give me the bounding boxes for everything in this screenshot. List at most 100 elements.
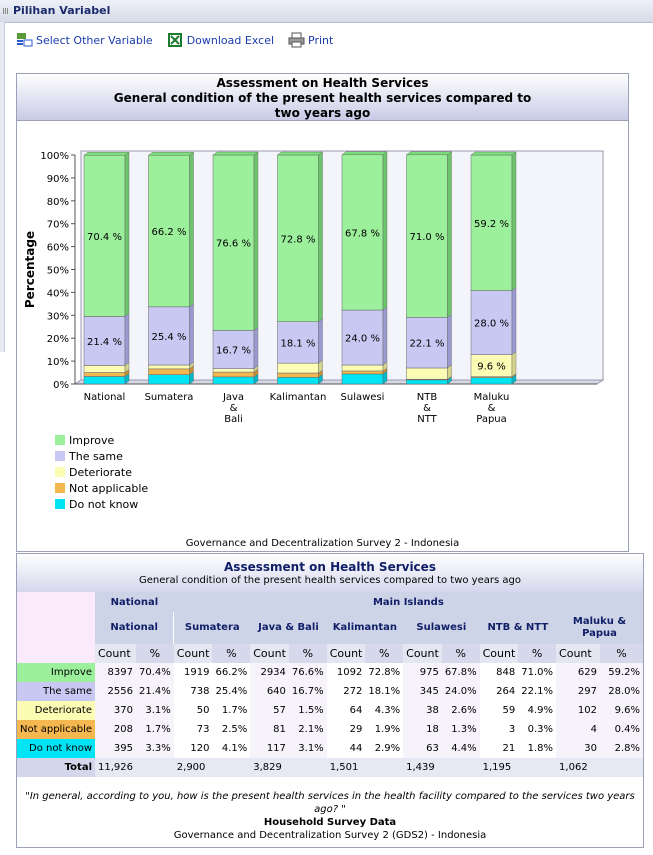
count-header: Count: [173, 644, 213, 663]
count-cell: 81: [250, 720, 289, 739]
bar-side: [511, 151, 517, 291]
row-label: Not applicable: [17, 720, 95, 739]
bar-segment: [341, 370, 384, 375]
data-table: National Main Islands National Sumatera Java…: [17, 592, 643, 777]
count-cell: 2556: [95, 682, 136, 701]
select-variable-link[interactable]: Select Other Variable: [16, 32, 153, 48]
count-cell: 73: [173, 720, 213, 739]
percent-cell: 0.3%: [518, 720, 557, 739]
percent-header: %: [600, 644, 643, 663]
legend-label: Do not know: [69, 497, 139, 511]
data-label: 24.0 %: [345, 334, 380, 345]
percent-cell: 59.2%: [600, 663, 643, 682]
category-label: NTT: [417, 414, 437, 425]
bar-top: [83, 152, 130, 156]
count-cell: 44: [326, 739, 366, 758]
bar-top: [341, 151, 388, 155]
legend-swatch: [55, 451, 65, 461]
count-cell: 370: [95, 701, 136, 720]
y-tick-label: 80%: [47, 197, 69, 208]
legend-item: Not applicable: [55, 480, 148, 496]
total-label: Total: [17, 758, 95, 777]
bar-side: [511, 351, 517, 378]
bar-segment: [406, 367, 448, 380]
count-cell: 117: [250, 739, 289, 758]
panel-header: Pilihan Variabel: [0, 0, 653, 23]
count-cell: 640: [250, 682, 289, 701]
y-tick-label: 100%: [40, 151, 69, 162]
chart-title-line-2: General condition of the present health …: [113, 91, 532, 105]
chart-panel: Assessment on Health Services General co…: [16, 73, 629, 552]
percent-cell: 2.9%: [365, 739, 404, 758]
count-cell: 2934: [250, 663, 289, 682]
bar-segment: [148, 374, 190, 385]
grip-icon: [3, 8, 9, 14]
bar-top: [276, 151, 324, 156]
region-header: Java & Bali: [250, 612, 327, 644]
total-empty: [600, 758, 643, 777]
count-cell: 8397: [95, 663, 136, 682]
legend-item: Do not know: [55, 496, 148, 512]
total-empty: [136, 758, 174, 777]
data-label: 18.1 %: [281, 338, 316, 349]
region-header: National: [95, 612, 175, 644]
bar-segment: [83, 376, 126, 385]
total-empty: [288, 758, 327, 777]
download-excel-link[interactable]: Download Excel: [167, 32, 274, 48]
count-cell: 395: [95, 739, 136, 758]
data-label: 25.4 %: [152, 332, 187, 343]
bar-side: [124, 313, 130, 366]
percent-cell: 0.4%: [600, 720, 643, 739]
bar-side: [189, 151, 194, 308]
legend-swatch: [55, 435, 65, 445]
count-cell: 64: [326, 701, 366, 720]
percent-cell: 22.1%: [518, 682, 557, 701]
count-header: Count: [556, 644, 601, 663]
bar-segment: [212, 330, 255, 369]
percent-cell: 66.2%: [212, 663, 251, 682]
percent-cell: 1.7%: [136, 720, 174, 739]
count-cell: 345: [403, 682, 442, 701]
bar-top: [147, 152, 195, 156]
chart-title: Assessment on Health Services General co…: [17, 74, 628, 121]
total-empty: [212, 758, 251, 777]
category-label: NTB: [417, 392, 438, 403]
source-title: Household Survey Data: [263, 817, 397, 828]
table-subtitle: General condition of the present health …: [139, 575, 521, 586]
percent-cell: 4.4%: [441, 739, 480, 758]
legend-label: Not applicable: [69, 481, 149, 495]
y-tick-label: 50%: [47, 266, 69, 277]
category-label: National: [84, 392, 126, 403]
count-cell: 4: [556, 720, 601, 739]
bar-segment: [341, 154, 384, 311]
row-label: Do not know: [17, 739, 95, 758]
count-cell: 848: [479, 663, 519, 682]
category-label: Bali: [224, 414, 243, 425]
count-cell: 297: [556, 682, 601, 701]
bar-segment: [83, 365, 126, 373]
percent-cell: 1.5%: [288, 701, 327, 720]
count-cell: 30: [556, 739, 601, 758]
bar-segment: [212, 154, 255, 331]
count-cell: 738: [173, 682, 213, 701]
print-link[interactable]: Print: [288, 32, 333, 48]
table-corner-cell: [17, 592, 95, 663]
toolbar: Select Other Variable Download Excel Pri…: [16, 30, 347, 50]
percent-cell: 4.3%: [365, 701, 404, 720]
count-cell: 208: [95, 720, 136, 739]
total-count: 1,195: [479, 758, 519, 777]
chart-legend: Improve The same Deteriorate Not applicable…: [55, 432, 148, 512]
count-cell: 1919: [173, 663, 213, 682]
legend-swatch: [55, 499, 65, 509]
percent-cell: 3.1%: [288, 739, 327, 758]
table-group-row: National Main Islands: [17, 592, 643, 663]
legend-label: The same: [69, 449, 123, 463]
percent-cell: 2.1%: [288, 720, 327, 739]
bar-side: [318, 151, 323, 323]
data-label: 72.8 %: [281, 234, 316, 245]
count-cell: 57: [250, 701, 289, 720]
bar-segment: [277, 321, 319, 364]
panel-title[interactable]: Pilihan Variabel: [13, 4, 111, 17]
row-label: Deteriorate: [17, 701, 95, 720]
count-header: Count: [479, 644, 519, 663]
